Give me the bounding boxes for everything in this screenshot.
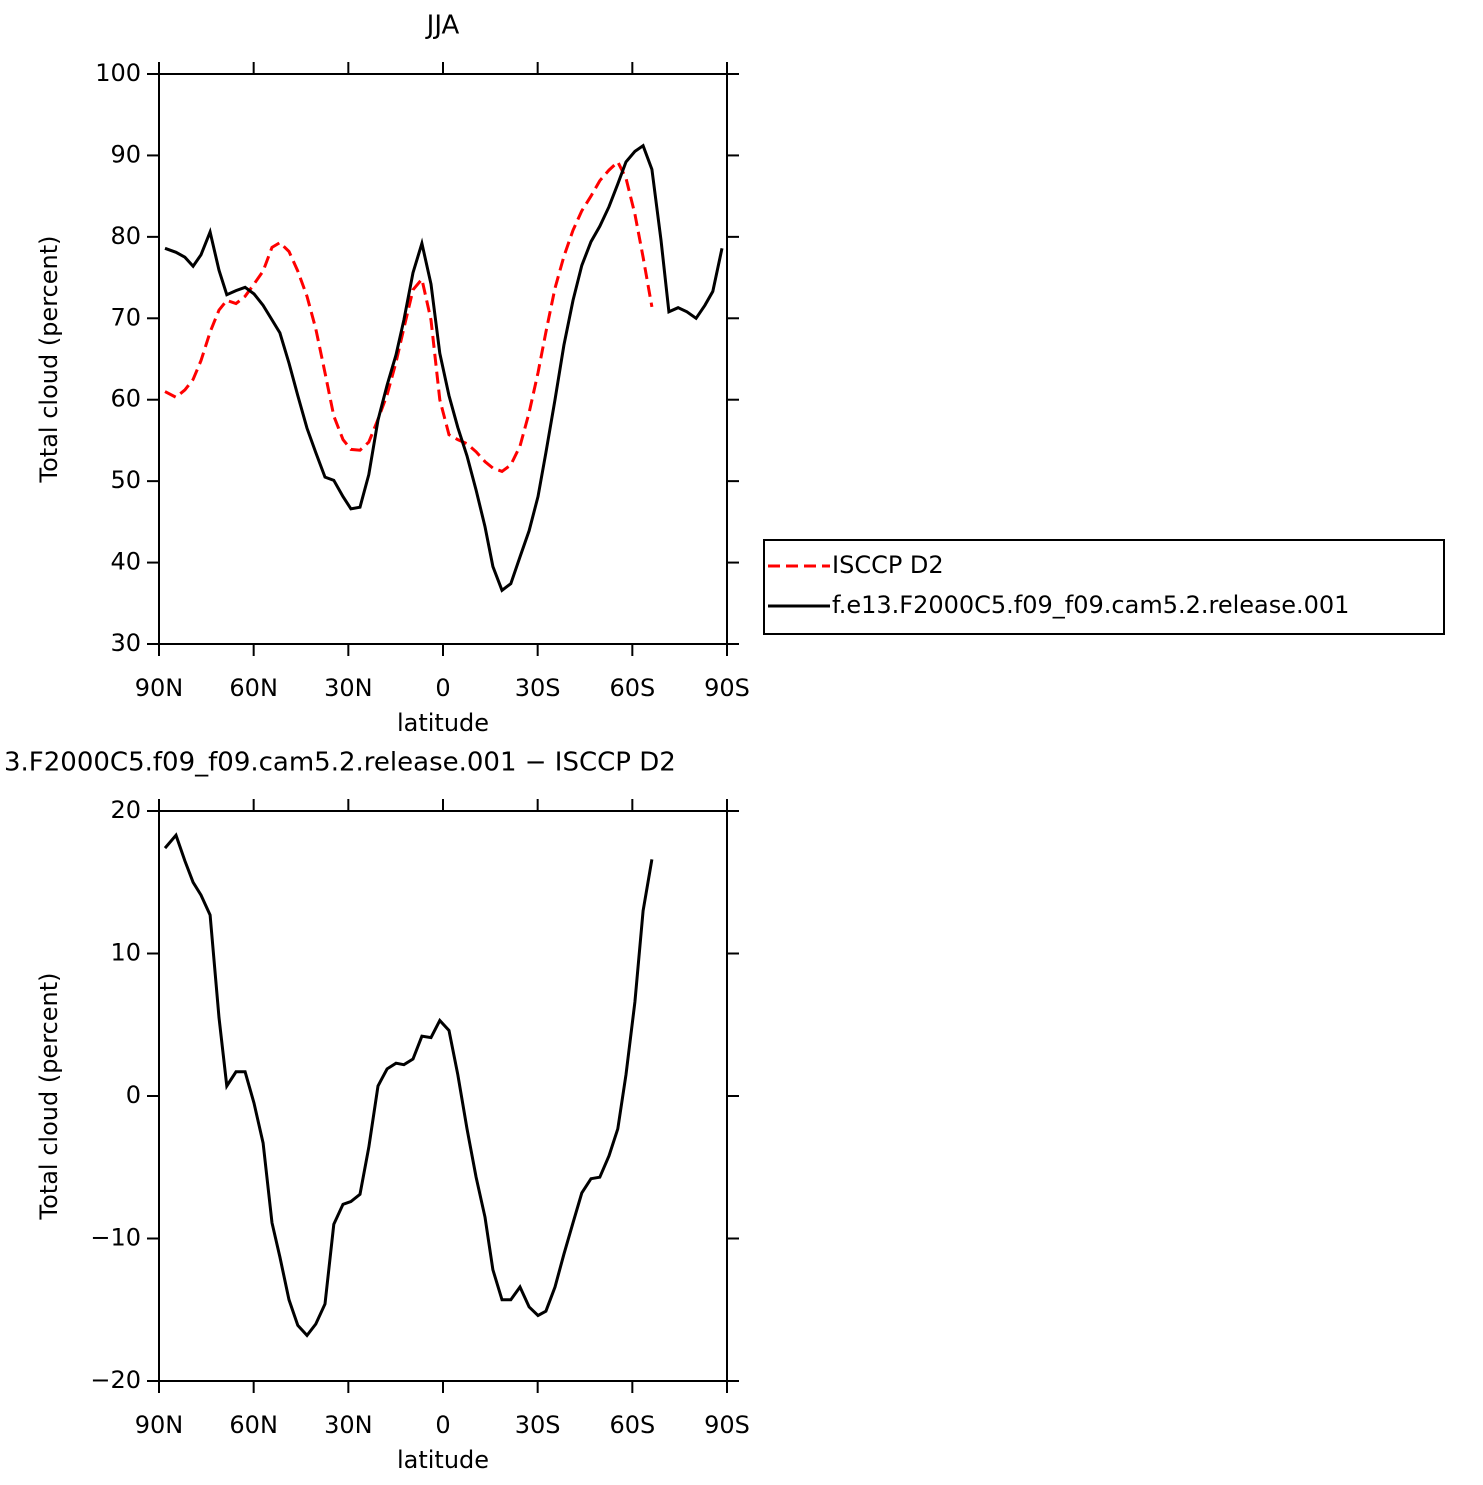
y-tick-label: 30 xyxy=(110,629,141,657)
x-tick-label: 30S xyxy=(515,674,561,702)
y-tick-label: 40 xyxy=(110,548,141,576)
y-tick-label: 0 xyxy=(126,1081,141,1109)
data-line xyxy=(164,143,724,593)
x-tick-label: 0 xyxy=(435,674,450,702)
y-axis-label: Total cloud (percent) xyxy=(35,236,63,484)
legend-box xyxy=(763,539,1445,635)
y-tick-label: 20 xyxy=(110,796,141,824)
y-tick-label: −20 xyxy=(90,1366,141,1394)
x-tick-label: 60S xyxy=(609,1411,655,1439)
x-tick-label: 30N xyxy=(324,674,373,702)
x-axis-label: latitude xyxy=(397,709,489,737)
y-tick-label: 70 xyxy=(110,303,141,331)
plot-frame xyxy=(158,810,728,1382)
x-tick-label: 90S xyxy=(704,674,750,702)
legend-label: ISCCP D2 xyxy=(832,551,944,579)
x-tick-label: 60N xyxy=(229,1411,278,1439)
x-tick-label: 60S xyxy=(609,674,655,702)
x-tick-label: 0 xyxy=(435,1411,450,1439)
x-tick-label: 90N xyxy=(135,674,184,702)
x-tick-label: 90N xyxy=(135,1411,184,1439)
y-tick-label: 50 xyxy=(110,466,141,494)
x-tick-label: 30S xyxy=(515,1411,561,1439)
data-line xyxy=(164,159,654,474)
chart-title: JJA xyxy=(425,11,460,41)
chart-title: 3.F2000C5.f09_f09.cam5.2.release.001 − I… xyxy=(4,748,676,778)
y-tick-label: 60 xyxy=(110,385,141,413)
y-tick-label: 10 xyxy=(110,939,141,967)
legend-label: f.e13.F2000C5.f09_f09.cam5.2.release.001 xyxy=(832,591,1349,619)
plot-frame xyxy=(158,73,728,645)
x-axis-label: latitude xyxy=(397,1446,489,1474)
x-tick-label: 30N xyxy=(324,1411,373,1439)
y-tick-label: −10 xyxy=(90,1224,141,1252)
x-tick-label: 60N xyxy=(229,674,278,702)
x-tick-label: 90S xyxy=(704,1411,750,1439)
y-tick-label: 100 xyxy=(95,59,141,87)
y-tick-label: 90 xyxy=(110,140,141,168)
y-tick-label: 80 xyxy=(110,222,141,250)
data-line xyxy=(163,832,654,1338)
y-axis-label: Total cloud (percent) xyxy=(35,973,63,1221)
